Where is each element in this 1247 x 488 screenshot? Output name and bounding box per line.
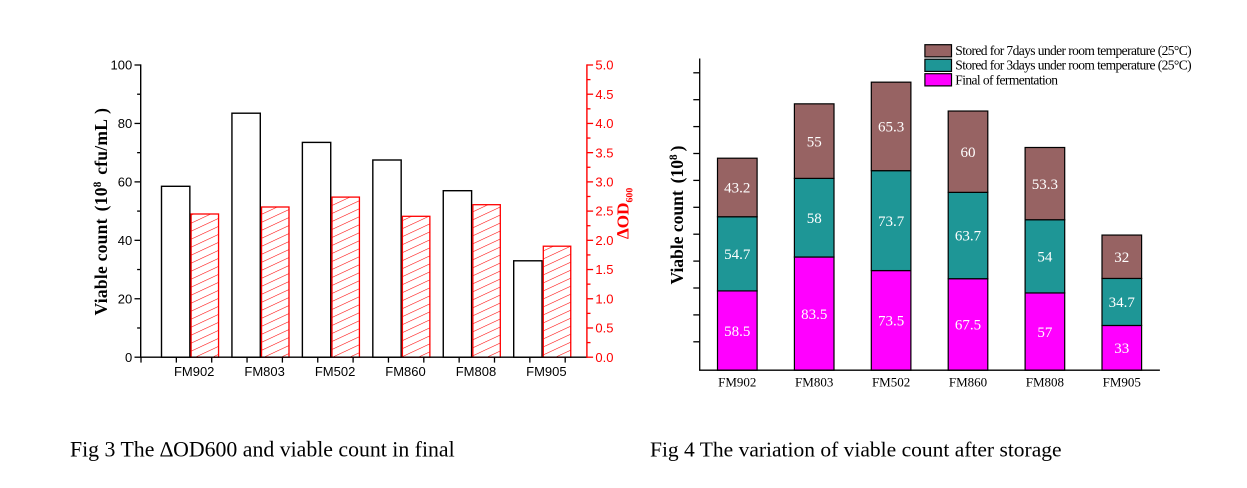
- svg-text:1.5: 1.5: [595, 262, 613, 277]
- svg-text:Final of fermentation: Final of fermentation: [955, 72, 1058, 87]
- svg-text:65.3: 65.3: [878, 120, 904, 136]
- svg-text:58: 58: [807, 211, 822, 227]
- svg-text:40: 40: [118, 233, 132, 248]
- svg-text:FM808: FM808: [1026, 374, 1064, 389]
- svg-text:63.7: 63.7: [955, 229, 982, 245]
- svg-text:Viable count(108 cfu/mL): Viable count(108 cfu/mL): [91, 108, 111, 316]
- svg-text:32: 32: [1114, 250, 1129, 266]
- svg-text:4.5: 4.5: [595, 87, 613, 102]
- svg-text:4.0: 4.0: [595, 116, 613, 131]
- svg-text:FM902: FM902: [718, 374, 756, 389]
- svg-text:Stored for 3days under room te: Stored for 3days under room temperature …: [955, 58, 1191, 73]
- svg-text:FM905: FM905: [526, 364, 566, 379]
- svg-text:55: 55: [807, 134, 822, 150]
- svg-text:100: 100: [110, 58, 132, 73]
- svg-text:5.0: 5.0: [595, 58, 613, 73]
- svg-text:FM860: FM860: [949, 374, 987, 389]
- svg-text:0.0: 0.0: [595, 350, 613, 365]
- svg-text:FM803: FM803: [795, 374, 833, 389]
- svg-text:2.0: 2.0: [595, 233, 613, 248]
- svg-text:83.5: 83.5: [801, 307, 827, 323]
- svg-text:FM808: FM808: [456, 364, 496, 379]
- svg-text:FM502: FM502: [872, 374, 910, 389]
- svg-text:FM502: FM502: [315, 364, 355, 379]
- svg-text:0: 0: [125, 350, 132, 365]
- svg-text:0.5: 0.5: [595, 321, 613, 336]
- svg-text:33: 33: [1114, 341, 1129, 357]
- svg-text:67.5: 67.5: [955, 318, 981, 334]
- svg-text:2.5: 2.5: [595, 204, 613, 219]
- svg-text:54: 54: [1037, 250, 1053, 266]
- svg-text:Stored for 7days under room te: Stored for 7days under room temperature …: [955, 43, 1191, 58]
- svg-text:3.0: 3.0: [595, 174, 613, 189]
- svg-text:80: 80: [118, 116, 132, 131]
- svg-text:57: 57: [1037, 325, 1053, 341]
- svg-text:FM860: FM860: [385, 364, 425, 379]
- svg-text:FM803: FM803: [244, 364, 284, 379]
- svg-text:FM902: FM902: [174, 364, 214, 379]
- svg-text:60: 60: [961, 145, 976, 161]
- svg-text:58.5: 58.5: [724, 324, 750, 340]
- svg-text:Fig 4 The variation of viable: Fig 4 The variation of viable count afte…: [650, 438, 1062, 462]
- svg-text:20: 20: [118, 291, 132, 306]
- svg-text:53.3: 53.3: [1032, 177, 1058, 193]
- svg-text:60: 60: [118, 174, 132, 189]
- svg-text:FM905: FM905: [1103, 374, 1141, 389]
- svg-text:Viable count(108): Viable count(108): [667, 145, 687, 284]
- svg-text:54.7: 54.7: [724, 247, 751, 263]
- svg-text:Fig 3 The ∆OD600 and viable co: Fig 3 The ∆OD600 and viable count in fin…: [70, 437, 455, 461]
- svg-text:3.5: 3.5: [595, 145, 613, 160]
- svg-text:73.5: 73.5: [878, 314, 904, 330]
- svg-text:34.7: 34.7: [1109, 295, 1136, 311]
- svg-text:1.0: 1.0: [595, 291, 613, 306]
- svg-text:43.2: 43.2: [724, 181, 750, 197]
- svg-text:73.7: 73.7: [878, 214, 905, 230]
